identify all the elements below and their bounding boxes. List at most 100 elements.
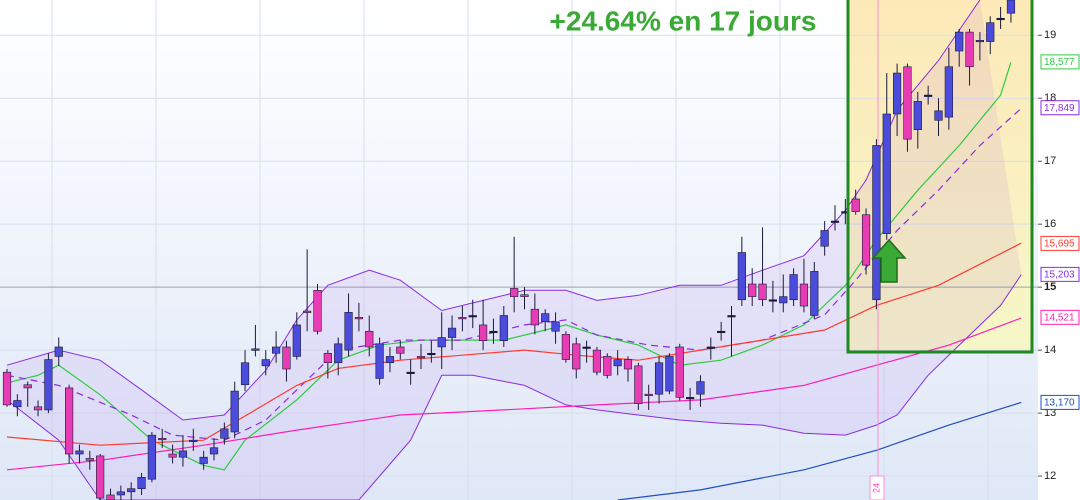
- candle-body: [458, 317, 467, 320]
- candle-body: [137, 477, 146, 489]
- y-tick-label: 19: [1044, 29, 1056, 41]
- price-label-box: [1040, 235, 1080, 251]
- candle-body: [851, 198, 860, 212]
- candle-body: [334, 343, 343, 364]
- y-axis: 121314151617181918,57717,84915,69515,203…: [1038, 29, 1080, 482]
- candle-body: [603, 356, 612, 376]
- candle-body: [882, 113, 891, 234]
- candle-body: [168, 453, 177, 458]
- candle-body: [510, 288, 519, 297]
- band-lower: [6, 274, 1022, 500]
- highlight-frame: [846, 0, 1034, 354]
- price-label-box: [1040, 54, 1080, 70]
- candle-body: [396, 346, 405, 354]
- candle-body: [323, 352, 332, 364]
- candle-body: [344, 312, 353, 351]
- candle-body: [665, 356, 674, 392]
- y-tick-label: 17: [1044, 155, 1056, 167]
- candle-body: [158, 437, 167, 441]
- candles: [2, 0, 1016, 500]
- candle-body: [551, 321, 560, 332]
- candle-body: [727, 315, 736, 318]
- y-tick-label: 14: [1044, 344, 1056, 356]
- candle-body: [65, 387, 74, 455]
- candle-body: [996, 17, 1005, 21]
- candle-body: [872, 145, 881, 301]
- candle-body: [23, 384, 32, 389]
- candle-body: [178, 450, 188, 458]
- candle-body: [33, 406, 43, 411]
- candle-body: [758, 283, 767, 301]
- candle-body: [44, 359, 53, 411]
- candle-body: [789, 274, 798, 301]
- candle-body: [779, 296, 788, 304]
- candle-body: [147, 434, 157, 480]
- candle-body: [85, 458, 94, 461]
- candle-body: [685, 397, 695, 400]
- candle-body: [748, 283, 757, 297]
- price-label: 18,577: [1044, 57, 1075, 68]
- candle-body: [913, 101, 922, 131]
- candle-body: [13, 400, 22, 408]
- y-tick-label: 13: [1044, 407, 1056, 419]
- vertical-grid: [51, 0, 989, 500]
- date-tag-label: 24: [871, 483, 881, 493]
- price-label: 15,203: [1044, 270, 1075, 281]
- price-label-box: [1040, 266, 1080, 282]
- candle-body: [54, 346, 63, 357]
- candle-body: [861, 214, 871, 266]
- candle-body: [810, 271, 819, 316]
- candle-body: [2, 371, 12, 406]
- price-label: 14,521: [1044, 312, 1075, 323]
- price-label: 13,170: [1044, 398, 1075, 409]
- candle-body: [706, 346, 715, 349]
- y-tick-label: 12: [1044, 470, 1056, 482]
- candle-body: [75, 450, 84, 455]
- candle-body: [520, 294, 529, 297]
- price-label-box: [1040, 394, 1080, 410]
- candle-body: [127, 488, 136, 493]
- candle-body: [303, 310, 312, 313]
- candle-body: [468, 315, 477, 318]
- candle-body: [209, 447, 219, 455]
- y-tick-label: 15: [1044, 281, 1056, 293]
- candle-body: [385, 356, 395, 364]
- candle-body: [613, 359, 622, 367]
- candle-body: [189, 439, 198, 442]
- candle-body: [830, 220, 840, 223]
- candle-body: [541, 313, 550, 323]
- annotation-title: +24.64% en 17 jours: [550, 5, 817, 36]
- candle-body: [737, 252, 746, 301]
- candle-body: [892, 72, 902, 115]
- candle-body: [447, 327, 457, 338]
- candle-body: [271, 346, 281, 354]
- candle-body: [903, 66, 912, 140]
- candle-body: [799, 283, 809, 307]
- candle-body: [975, 40, 984, 43]
- indicator-line: [6, 62, 1012, 471]
- bollinger-band: [6, 0, 1022, 500]
- candle-body: [313, 290, 322, 332]
- price-label-box: [1040, 309, 1080, 325]
- candle-body: [478, 324, 488, 341]
- candle-body: [116, 491, 125, 496]
- candle-body: [427, 352, 436, 356]
- candle-body: [955, 31, 964, 52]
- candle-body: [354, 317, 364, 320]
- candle-body: [820, 230, 829, 247]
- band-fill: [7, 0, 1022, 500]
- candle-body: [944, 66, 953, 118]
- candle-body: [230, 390, 239, 433]
- candle-body: [437, 337, 446, 348]
- candle-body: [696, 381, 705, 395]
- candle-body: [416, 356, 426, 359]
- candle-body: [96, 455, 105, 499]
- up-arrow: [871, 238, 907, 283]
- price-label: 17,849: [1044, 103, 1075, 114]
- candle-body: [251, 348, 260, 351]
- indicator-line: [6, 317, 1022, 471]
- price-label-box: [1040, 100, 1080, 116]
- candle-body: [220, 428, 229, 439]
- candle-body: [240, 362, 250, 386]
